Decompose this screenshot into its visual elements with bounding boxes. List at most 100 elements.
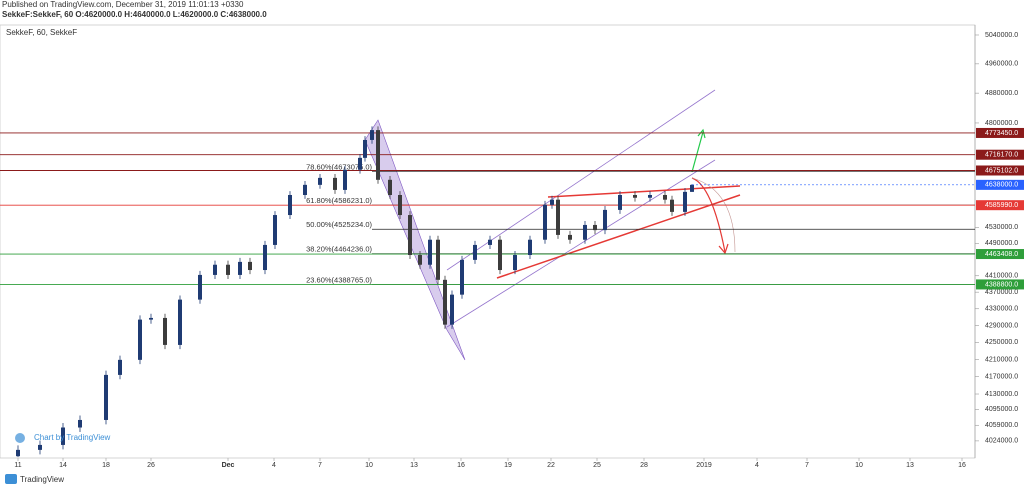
- candle-body: [450, 294, 454, 325]
- candle-body: [670, 199, 674, 212]
- candle-body: [418, 255, 422, 265]
- y-tick-label: 4490000.0: [985, 240, 1018, 247]
- footer: TradingView: [20, 475, 64, 484]
- x-tick-label: 7: [805, 462, 809, 469]
- candle-body: [460, 259, 464, 295]
- price-tag: [976, 165, 1024, 176]
- chart-title: SekkeF, 60, SekkeF: [6, 28, 77, 37]
- y-tick-label: 4530000.0: [985, 224, 1018, 231]
- x-tick-label: 22: [547, 462, 555, 469]
- watermark: Chart by TradingView: [34, 433, 111, 442]
- candle-body: [443, 279, 447, 325]
- fib-label: 61.80%(4586231.0): [306, 196, 372, 205]
- x-tick-label: 13: [906, 462, 914, 469]
- x-tick-label: 14: [59, 462, 67, 469]
- price-tag-label: 4585990.0: [985, 202, 1018, 209]
- price-tag-label: 4463408.0: [985, 251, 1018, 258]
- fib-label: 50.00%(4525234.0): [306, 220, 372, 229]
- x-tick-label: 16: [457, 462, 465, 469]
- candle-body: [550, 199, 554, 205]
- x-tick-label: 26: [147, 462, 155, 469]
- last-price-label: 4638000.0: [985, 182, 1018, 189]
- candle-body: [104, 374, 108, 420]
- y-tick-label: 4330000.0: [985, 306, 1018, 313]
- arc-guide: [691, 177, 736, 253]
- watermark-logo: [15, 433, 25, 443]
- candle-body: [408, 215, 412, 256]
- x-tick-label: 19: [504, 462, 512, 469]
- candle-body: [198, 274, 202, 300]
- candle-body: [213, 264, 217, 275]
- candle-body: [163, 317, 167, 345]
- y-tick-label: 4290000.0: [985, 322, 1018, 329]
- candle-body: [333, 177, 337, 190]
- channel-lower: [446, 159, 716, 328]
- up-arrow-head: [697, 128, 706, 139]
- fib-label: 23.60%(4388765.0): [306, 275, 372, 284]
- y-tick-label: 4250000.0: [985, 339, 1018, 346]
- candle-body: [428, 239, 432, 265]
- ohlc-line: SekkeF:SekkeF, 60 O:4620000.0 H:4640000.…: [2, 10, 267, 19]
- candle-body: [263, 244, 267, 271]
- candle-body: [556, 199, 560, 235]
- candle-body: [238, 261, 242, 275]
- footer-logo: [5, 474, 17, 484]
- candle-body: [303, 184, 307, 195]
- candle-body: [358, 157, 362, 170]
- candle-body: [603, 209, 607, 231]
- published-line: Published on TradingView.com, December 3…: [2, 0, 244, 9]
- candle-body: [370, 130, 374, 140]
- last-price-tag: [976, 179, 1024, 190]
- candle-body: [318, 177, 322, 185]
- candle-body: [618, 194, 622, 210]
- candle-body: [690, 184, 694, 192]
- candle-body: [273, 215, 277, 245]
- price-tag: [976, 249, 1024, 260]
- candle-body: [583, 224, 587, 240]
- candle-body: [663, 194, 667, 200]
- candle-body: [16, 449, 20, 457]
- candle-body: [543, 204, 547, 240]
- candle-body: [178, 299, 182, 345]
- candle-body: [78, 419, 82, 428]
- candle-body: [388, 179, 392, 195]
- y-tick-label: 4880000.0: [985, 90, 1018, 97]
- x-tick-label: 13: [410, 462, 418, 469]
- price-tag-label: 4388800.0: [985, 281, 1018, 288]
- candle-body: [149, 317, 153, 320]
- candle-body: [528, 239, 532, 256]
- candle-body: [648, 194, 652, 198]
- candle-body: [38, 444, 42, 450]
- candle-body: [436, 239, 440, 280]
- candle-body: [343, 169, 347, 190]
- candle-body: [683, 191, 687, 212]
- candle-body: [248, 261, 252, 271]
- candle-body: [513, 255, 517, 271]
- price-tag: [976, 127, 1024, 138]
- price-tag-label: 4773450.0: [985, 130, 1018, 137]
- wedge-upper: [547, 185, 741, 198]
- candle-body: [376, 130, 380, 180]
- y-tick-label: 4024000.0: [985, 438, 1018, 445]
- chart-layer: 5040000.0 4960000.0 4880000.0 4800000.0 4530…: [0, 32, 1024, 469]
- candle-body: [363, 139, 367, 158]
- candle-body: [288, 194, 292, 216]
- wedge-lower: [496, 194, 741, 279]
- y-tick-label: 4960000.0: [985, 61, 1018, 68]
- candle-body: [118, 359, 122, 375]
- x-tick-label: 10: [855, 462, 863, 469]
- price-tag: [976, 279, 1024, 290]
- candle-body: [138, 319, 142, 360]
- price-tag-label: 4716170.0: [985, 152, 1018, 159]
- x-tick-label: 11: [14, 462, 21, 469]
- fib-label: 78.60%(4673075.0): [306, 162, 372, 171]
- x-tick-label: 18: [102, 462, 110, 469]
- candle-body: [226, 264, 230, 275]
- candle-body: [633, 194, 637, 198]
- y-tick-label: 4370000.0: [985, 289, 1018, 296]
- price-tag-label: 4675102.0: [985, 167, 1018, 174]
- down-arrow-head: [718, 243, 729, 255]
- price-tag: [976, 149, 1024, 160]
- candle-body: [498, 239, 502, 271]
